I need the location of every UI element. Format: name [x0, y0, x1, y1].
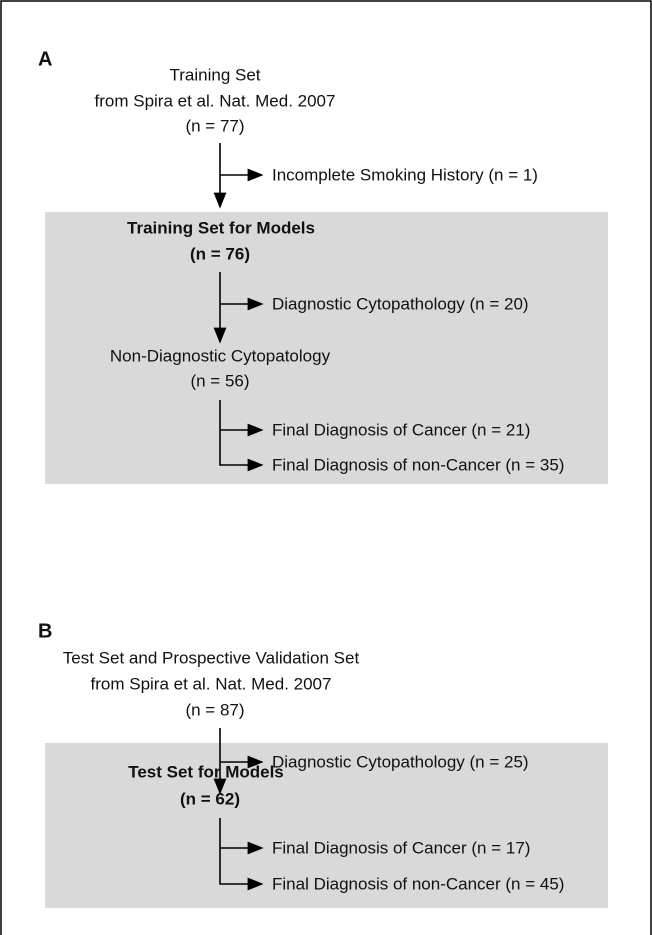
excluded: Diagnostic Cytopathology (n = 25): [272, 752, 529, 771]
panel-label: B: [38, 620, 52, 642]
subgroup: (n = 56): [190, 371, 249, 390]
outcome: Final Diagnosis of Cancer (n = 17): [272, 838, 530, 857]
source-line: (n = 77): [185, 116, 244, 135]
box-a: [45, 212, 608, 484]
excluded: Diagnostic Cytopathology (n = 20): [272, 294, 529, 313]
arrow: [219, 400, 264, 472]
panel-label: A: [38, 48, 52, 70]
box-b: [45, 743, 608, 908]
box-count: (n = 76): [190, 244, 250, 263]
box-count: (n = 62): [180, 789, 240, 808]
excluded: Incomplete Smoking History (n = 1): [272, 165, 538, 184]
source-line: Training Set: [169, 65, 260, 84]
outcome: Final Diagnosis of Cancer (n = 21): [272, 420, 530, 439]
source-line: from Spira et al. Nat. Med. 2007: [95, 91, 336, 110]
outcome: Final Diagnosis of non-Cancer (n = 35): [272, 455, 564, 474]
arrow: [219, 818, 264, 891]
source-line: from Spira et al. Nat. Med. 2007: [91, 674, 332, 693]
box-title: Test Set for Models: [128, 762, 284, 781]
outcome: Final Diagnosis of non-Cancer (n = 45): [272, 874, 564, 893]
subgroup: Non-Diagnostic Cytopatology: [110, 346, 331, 365]
source-line: Test Set and Prospective Validation Set: [63, 648, 360, 667]
source-line: (n = 87): [185, 700, 244, 719]
box-title: Training Set for Models: [127, 218, 315, 237]
